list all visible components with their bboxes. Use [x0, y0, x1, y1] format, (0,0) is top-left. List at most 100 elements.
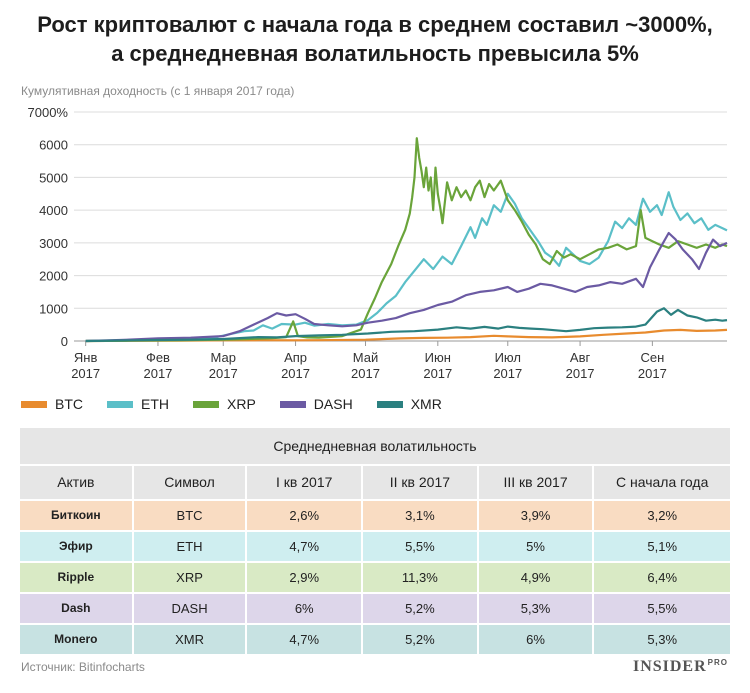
- legend-swatch-xrp: [193, 400, 219, 408]
- series-line-xrp: [85, 137, 728, 343]
- x-tick-label: Апр: [284, 350, 307, 365]
- column-header-q1: I кв 2017: [247, 466, 362, 499]
- table-row: Биткоин BTC 2,6% 3,1% 3,9% 3,2%: [20, 501, 730, 530]
- x-tick-label-year: 2017: [351, 366, 380, 381]
- x-tick-label: Авг: [570, 350, 591, 365]
- table-cell: ETH: [133, 532, 246, 561]
- column-header-q2: II кв 2017: [363, 466, 477, 499]
- column-header-asset: Актив: [20, 466, 132, 499]
- y-tick-label: 0: [61, 334, 68, 349]
- table-row: Monero XMR 4,7% 5,2% 6% 5,3%: [20, 625, 730, 654]
- x-tick-label-year: 2017: [281, 366, 310, 381]
- table-cell: Monero: [20, 625, 132, 654]
- column-header-symbol: Символ: [133, 466, 246, 499]
- legend-label-eth: ETH: [141, 396, 169, 412]
- y-tick-label: 1000: [39, 301, 68, 316]
- table-cell: 5,5%: [363, 532, 477, 561]
- legend-item-xmr: XMR: [376, 396, 442, 412]
- insider-pro-logo: INSIDERPRO: [633, 658, 728, 676]
- logo-text: INSIDER: [632, 658, 707, 675]
- logo-pro-text: PRO: [707, 658, 728, 667]
- table-row: Эфир ETH 4,7% 5,5% 5% 5,1%: [20, 532, 730, 561]
- table-cell: Dash: [20, 594, 132, 623]
- table-cell: 4,7%: [247, 532, 362, 561]
- table-cell: 5,3%: [594, 625, 730, 654]
- legend-label-btc: BTC: [55, 396, 83, 412]
- legend-item-eth: ETH: [107, 396, 169, 412]
- chart-series: [85, 137, 728, 343]
- x-tick-label: Сен: [640, 350, 664, 365]
- series-line-eth: [85, 191, 728, 343]
- table-cell: 5,5%: [594, 594, 730, 623]
- table-cell: 3,9%: [478, 501, 593, 530]
- x-tick-label: Мар: [211, 350, 236, 365]
- table-cell: 5,2%: [363, 594, 477, 623]
- table-header-row: Актив Символ I кв 2017 II кв 2017 III кв…: [20, 466, 730, 499]
- table-cell: 6%: [478, 625, 593, 654]
- table-cell: Ripple: [20, 563, 132, 592]
- table-cell: 4,9%: [478, 563, 593, 592]
- chart-title: Рост криптовалют с начала года в среднем…: [0, 10, 750, 68]
- x-tick-label-year: 2017: [209, 366, 238, 381]
- table-cell: Эфир: [20, 532, 132, 561]
- legend-label-xrp: XRP: [227, 396, 256, 412]
- legend-item-dash: DASH: [279, 396, 353, 412]
- x-tick-label: Июл: [495, 350, 521, 365]
- table-cell: XMR: [133, 625, 246, 654]
- x-tick-label: Май: [353, 350, 378, 365]
- y-tick-label: 2000: [39, 269, 68, 284]
- table-cell: 3,2%: [594, 501, 730, 530]
- series-line-dash: [85, 231, 728, 343]
- series-line-xmr: [85, 307, 728, 343]
- x-tick-label: Июн: [425, 350, 451, 365]
- x-tick-label-year: 2017: [423, 366, 452, 381]
- table-cell: 2,6%: [247, 501, 362, 530]
- y-axis-ticks: 7000% 6000 5000 4000 3000 2000 1000 0: [28, 105, 69, 349]
- y-tick-label: 4000: [39, 203, 68, 218]
- chart-grid: [74, 111, 727, 342]
- chart-subtitle: Кумулятивная доходность (с 1 января 2017…: [21, 84, 295, 98]
- x-axis-ticks: Янв2017Фев2017Мар2017Апр2017Май2017Июн20…: [71, 341, 667, 381]
- y-tick-label: 5000: [39, 170, 68, 185]
- table-row: Dash DASH 6% 5,2% 5,3% 5,5%: [20, 594, 730, 623]
- legend-swatch-btc: [21, 400, 47, 408]
- y-tick-label: 6000: [39, 138, 68, 153]
- series-line-btc: [85, 328, 728, 343]
- title-line-1: Рост криптовалют с начала года в среднем…: [37, 12, 713, 37]
- legend-item-btc: BTC: [21, 396, 83, 412]
- legend-item-xrp: XRP: [193, 396, 256, 412]
- table-cell: BTC: [133, 501, 246, 530]
- table-cell: XRP: [133, 563, 246, 592]
- table-cell: 4,7%: [247, 625, 362, 654]
- table-cell: 2,9%: [247, 563, 362, 592]
- x-tick-label-year: 2017: [493, 366, 522, 381]
- source-note: Источник: Bitinfocharts: [21, 660, 145, 674]
- legend-label-xmr: XMR: [410, 396, 442, 412]
- x-tick-label-year: 2017: [71, 366, 100, 381]
- table-cell: 6,4%: [594, 563, 730, 592]
- table-cell: 11,3%: [363, 563, 477, 592]
- column-header-q3: III кв 2017: [478, 466, 593, 499]
- volatility-table: Среднедневная волатильность Актив Символ…: [20, 428, 730, 656]
- title-line-2: а среднедневная волатильность превысила …: [111, 41, 639, 66]
- x-tick-label-year: 2017: [638, 366, 667, 381]
- legend-swatch-dash: [279, 400, 306, 408]
- table-cell: 5,1%: [594, 532, 730, 561]
- x-tick-label-year: 2017: [143, 366, 172, 381]
- table-cell: Биткоин: [20, 501, 132, 530]
- x-tick-label: Фев: [146, 350, 170, 365]
- y-tick-label: 7000%: [28, 105, 69, 120]
- legend-swatch-eth: [107, 400, 133, 408]
- volatility-table-title: Среднедневная волатильность: [20, 428, 730, 464]
- table-cell: 6%: [247, 594, 362, 623]
- table-cell: DASH: [133, 594, 246, 623]
- table-cell: 5%: [478, 532, 593, 561]
- legend-label-dash: DASH: [313, 396, 353, 412]
- chart-legend: BTC ETH XRP DASH XMR: [21, 396, 466, 412]
- x-tick-label: Янв: [74, 350, 98, 365]
- table-row: Ripple XRP 2,9% 11,3% 4,9% 6,4%: [20, 563, 730, 592]
- x-tick-label-year: 2017: [566, 366, 595, 381]
- table-cell: 3,1%: [363, 501, 477, 530]
- y-tick-label: 3000: [39, 236, 68, 251]
